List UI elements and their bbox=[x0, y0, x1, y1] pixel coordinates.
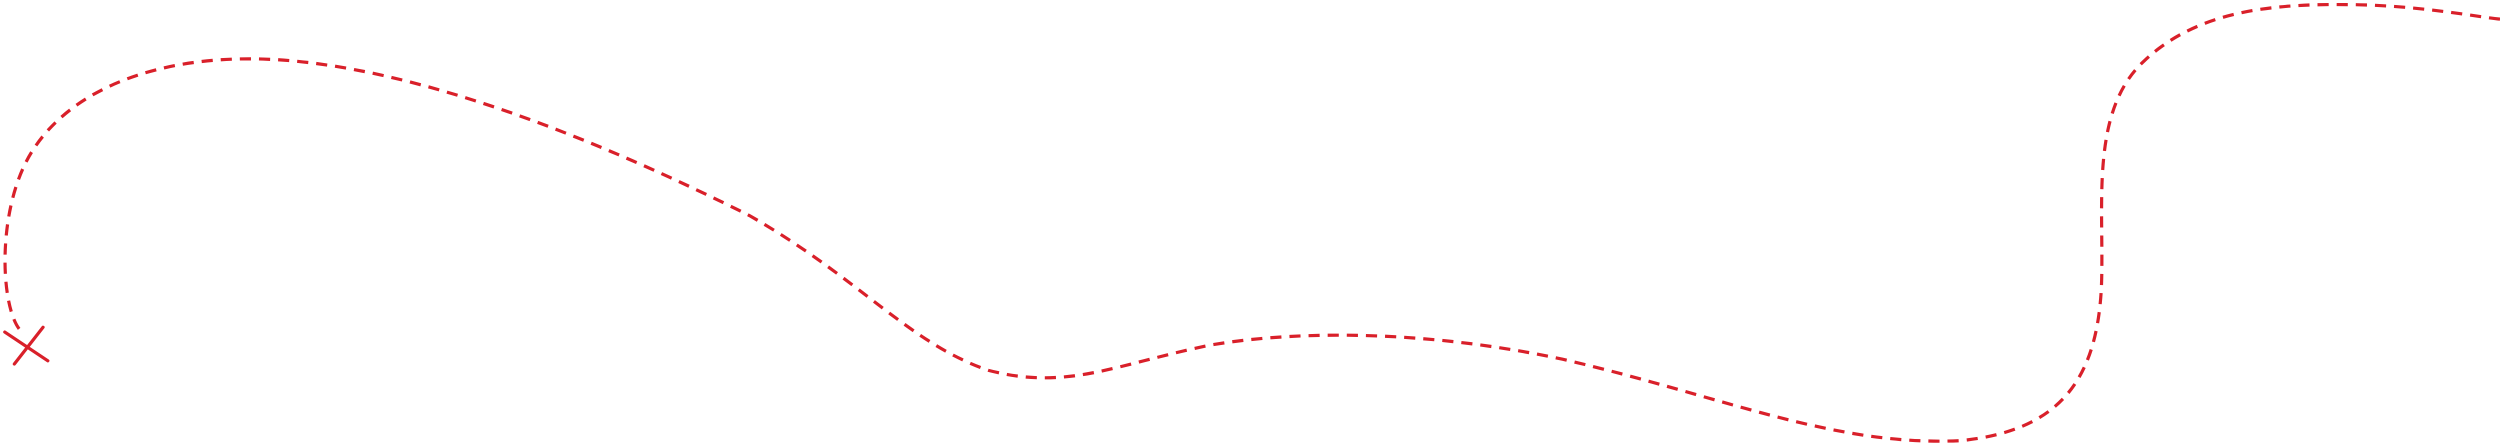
x-marker bbox=[3, 325, 50, 366]
x-stroke bbox=[12, 325, 45, 366]
dashed-route bbox=[3, 2, 2500, 443]
